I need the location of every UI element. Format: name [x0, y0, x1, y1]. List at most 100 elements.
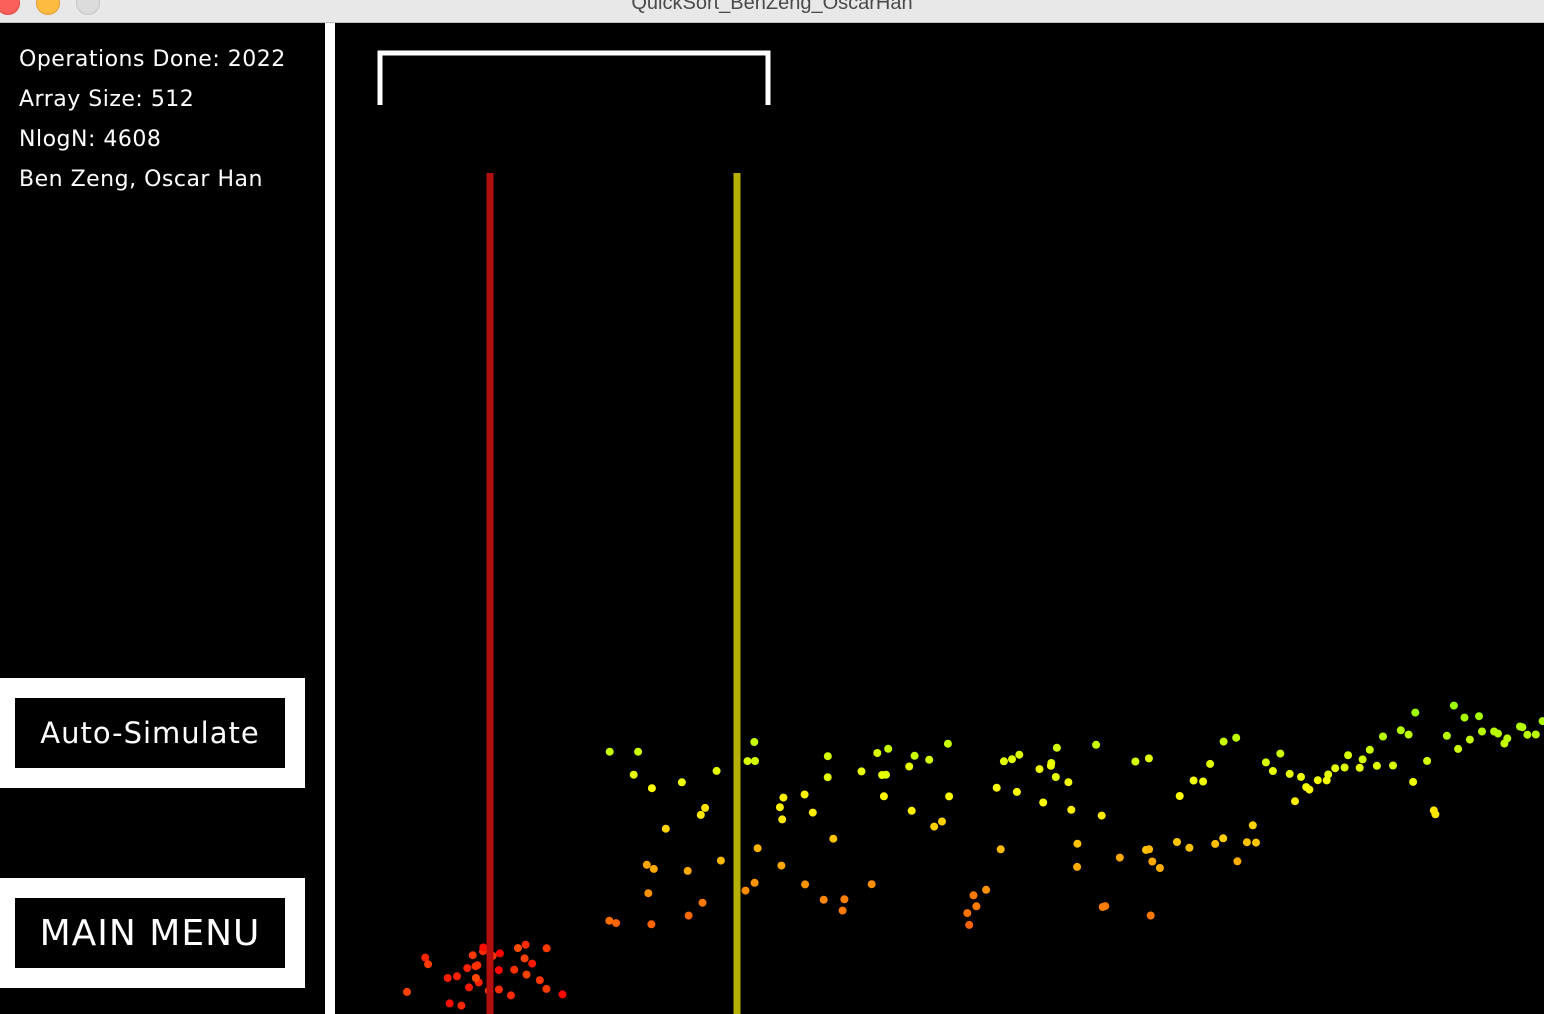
array-element-dot	[1465, 735, 1474, 744]
array-element-dot	[1494, 729, 1502, 738]
array-element-dot	[495, 949, 504, 958]
array-element-dot	[605, 747, 614, 756]
array-element-dot	[1148, 857, 1157, 866]
array-element-dot	[1092, 740, 1101, 749]
array-element-dot	[751, 757, 759, 765]
array-element-dot	[996, 845, 1005, 854]
array-element-dot	[644, 889, 653, 898]
array-element-dot	[1396, 726, 1405, 735]
array-element-dot	[522, 970, 531, 979]
array-element-dot	[647, 784, 656, 793]
array-element-dot	[1531, 730, 1540, 739]
array-element-dot	[1052, 743, 1061, 752]
array-size-text: Array Size: 512	[19, 87, 195, 112]
array-element-dot	[521, 940, 530, 949]
array-element-dot	[1146, 911, 1155, 920]
array-element-dot	[1379, 732, 1387, 741]
array-element-dot	[421, 953, 430, 962]
array-element-dot	[424, 960, 433, 969]
array-element-dot	[884, 744, 893, 753]
array-element-dot	[468, 951, 477, 960]
array-element-dot	[741, 886, 750, 895]
array-element-dot	[823, 752, 832, 761]
array-element-dot	[677, 778, 686, 787]
array-element-dot	[879, 792, 888, 801]
array-element-dot	[1460, 713, 1469, 722]
array-element-dot	[1067, 805, 1076, 814]
stats-panel: Operations Done: 2022 Array Size: 512 Nl…	[19, 40, 286, 200]
array-element-dot	[829, 834, 838, 843]
array-element-dot	[479, 943, 488, 952]
array-element-dot	[1478, 727, 1486, 736]
array-element-dot	[1340, 763, 1349, 772]
array-element-dot	[905, 762, 914, 771]
array-element-dot	[1423, 756, 1432, 765]
array-element-dot	[535, 976, 544, 985]
main-menu-button-frame: MAIN MENU	[0, 878, 305, 988]
array-element-dot	[1211, 839, 1220, 848]
array-element-dot	[945, 792, 954, 801]
array-element-dot	[1248, 821, 1257, 830]
array-element-dot	[528, 959, 537, 968]
array-element-dot	[647, 920, 656, 929]
array-element-dot	[1175, 792, 1184, 800]
array-element-dot	[445, 999, 454, 1008]
auto-simulate-button-frame: Auto-Simulate	[0, 678, 305, 788]
array-element-dot	[938, 817, 946, 826]
array-element-dot	[1276, 749, 1285, 758]
array-element-dot	[800, 790, 809, 799]
array-element-dot	[1449, 701, 1458, 710]
array-element-dot	[1358, 755, 1367, 764]
array-element-dot	[750, 878, 759, 887]
array-element-dot	[520, 954, 529, 963]
partition-bracket	[377, 50, 771, 105]
main-menu-button[interactable]: MAIN MENU	[15, 898, 285, 968]
array-element-dot	[965, 920, 974, 929]
array-element-dot	[1523, 730, 1532, 739]
array-element-dot	[684, 911, 693, 920]
array-element-dot	[510, 965, 519, 974]
array-element-dot	[1233, 857, 1242, 866]
array-element-dot	[1064, 778, 1073, 787]
array-element-dot	[1252, 838, 1260, 847]
array-element-dot	[753, 844, 762, 853]
auto-simulate-button[interactable]: Auto-Simulate	[15, 698, 285, 768]
array-element-dot	[463, 964, 472, 973]
array-element-dot	[907, 806, 916, 815]
array-element-dot	[1155, 864, 1164, 872]
array-element-dot	[1538, 717, 1544, 726]
array-element-dot	[513, 944, 522, 953]
array-element-dot	[840, 895, 849, 904]
panel-divider	[325, 23, 335, 1014]
array-element-dot	[1219, 737, 1228, 746]
array-element-dot	[882, 770, 890, 779]
array-element-dot	[634, 747, 643, 756]
array-element-dot	[1411, 708, 1420, 717]
window-title: QuickSort_BenZeng_OscarHan	[631, 0, 913, 14]
array-element-dot	[1442, 731, 1451, 740]
array-element-dot	[1297, 772, 1305, 781]
array-element-dot	[696, 810, 705, 819]
array-element-dot	[1268, 767, 1277, 775]
array-element-dot	[777, 861, 786, 870]
array-element-dot	[1098, 903, 1107, 911]
array-element-dot	[873, 749, 882, 757]
array-element-dot	[494, 966, 503, 975]
array-element-dot	[1219, 834, 1228, 843]
array-element-dot	[1035, 765, 1044, 774]
array-element-dot	[683, 866, 692, 875]
array-element-dot	[457, 1001, 466, 1010]
array-element-dot	[471, 974, 480, 982]
array-element-dot	[808, 808, 817, 817]
array-element-dot	[507, 991, 515, 1000]
array-element-dot	[1313, 776, 1322, 785]
array-element-dot	[1185, 843, 1194, 852]
array-element-dot	[930, 822, 939, 831]
array-element-dot	[1199, 777, 1208, 786]
array-element-dot	[1073, 862, 1082, 871]
array-element-dot	[1015, 750, 1024, 759]
array-element-dot	[716, 856, 725, 865]
array-element-dot	[972, 902, 981, 911]
array-element-dot	[629, 770, 638, 779]
array-element-dot	[612, 919, 621, 928]
